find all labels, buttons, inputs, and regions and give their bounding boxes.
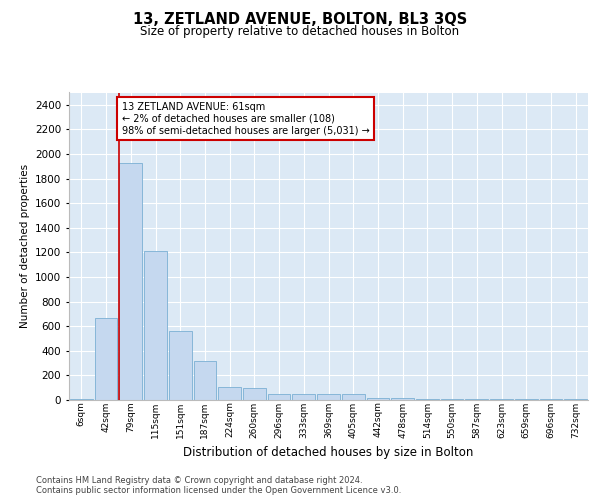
Text: Contains HM Land Registry data © Crown copyright and database right 2024.
Contai: Contains HM Land Registry data © Crown c… — [36, 476, 401, 495]
X-axis label: Distribution of detached houses by size in Bolton: Distribution of detached houses by size … — [184, 446, 473, 459]
Bar — [119, 162, 142, 400]
Bar — [292, 394, 315, 400]
Bar — [243, 388, 266, 400]
Y-axis label: Number of detached properties: Number of detached properties — [20, 164, 29, 328]
Text: 13 ZETLAND AVENUE: 61sqm
← 2% of detached houses are smaller (108)
98% of semi-d: 13 ZETLAND AVENUE: 61sqm ← 2% of detache… — [122, 102, 370, 136]
Bar — [391, 398, 414, 400]
Text: 13, ZETLAND AVENUE, BOLTON, BL3 3QS: 13, ZETLAND AVENUE, BOLTON, BL3 3QS — [133, 12, 467, 28]
Bar — [342, 394, 365, 400]
Bar — [218, 387, 241, 400]
Bar — [268, 394, 290, 400]
Bar — [367, 398, 389, 400]
Text: Size of property relative to detached houses in Bolton: Size of property relative to detached ho… — [140, 25, 460, 38]
Bar — [194, 360, 216, 400]
Bar — [95, 318, 118, 400]
Bar — [169, 331, 191, 400]
Bar — [317, 394, 340, 400]
Bar — [144, 251, 167, 400]
